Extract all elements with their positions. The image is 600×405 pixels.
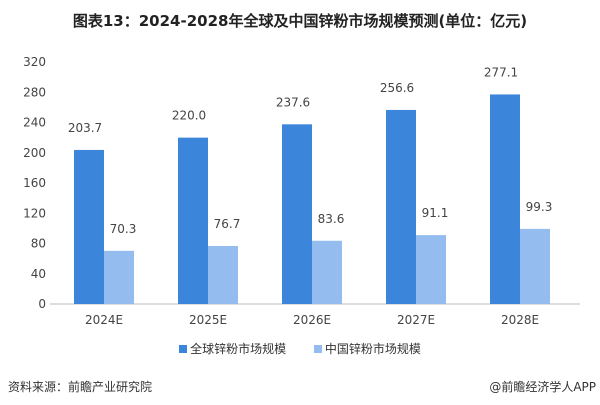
credit-note: @前瞻经济学人APP [489, 380, 596, 394]
y-tick-label: 240 [23, 116, 46, 130]
x-tick-label: 2026E [293, 313, 331, 327]
y-tick-label: 200 [23, 146, 46, 160]
y-tick-label: 320 [23, 55, 46, 69]
y-tick-label: 120 [23, 206, 46, 220]
bar-china [312, 240, 342, 304]
source-note: 资料来源：前瞻产业研究院 [8, 380, 153, 394]
data-label: 99.3 [526, 200, 553, 214]
legend-label: 中国锌粉市场规模 [324, 342, 421, 356]
bar-china [416, 235, 446, 304]
data-label: 203.7 [68, 121, 102, 135]
bar-global [178, 137, 208, 304]
y-tick-label: 0 [38, 297, 46, 311]
x-tick-label: 2024E [85, 313, 123, 327]
bar-global [282, 124, 312, 304]
bar-china [208, 245, 238, 304]
data-label: 237.6 [276, 95, 310, 109]
legend-label: 全球锌粉市场规模 [190, 342, 287, 356]
x-tick-label: 2025E [189, 313, 227, 327]
bar-chart: 0 40 80 120 160 200 240 280 320 2024E 203.7 70.3 202… [23, 55, 580, 327]
legend: 全球锌粉市场规模 中国锌粉市场规模 [0, 340, 600, 357]
data-label: 83.6 [318, 212, 345, 226]
legend-swatch [313, 345, 322, 353]
legend-item-global: 全球锌粉市场规模 [179, 342, 286, 356]
legend-swatch [179, 345, 188, 353]
x-tick-label: 2027E [397, 313, 435, 327]
y-tick-label: 40 [31, 267, 46, 281]
bar-global [490, 94, 520, 305]
data-label: 256.6 [380, 81, 414, 95]
data-label: 91.1 [422, 206, 449, 220]
y-tick-label: 280 [23, 85, 46, 99]
y-tick-label: 160 [23, 176, 46, 190]
data-label: 70.3 [110, 222, 137, 236]
legend-item-china: 中国锌粉市场规模 [313, 342, 421, 356]
y-tick-label: 80 [31, 237, 46, 251]
bar-global [74, 149, 104, 304]
bar-china [520, 228, 550, 304]
data-label: 220.0 [172, 109, 206, 123]
bar-global [386, 109, 416, 304]
data-label: 277.1 [484, 65, 518, 79]
bar-china [104, 250, 134, 304]
x-tick-label: 2028E [501, 313, 539, 327]
chart-title: 图表13：2024-2028年全球及中国锌粉市场规模预测(单位：亿元) [72, 12, 528, 30]
data-label: 76.7 [214, 217, 241, 231]
